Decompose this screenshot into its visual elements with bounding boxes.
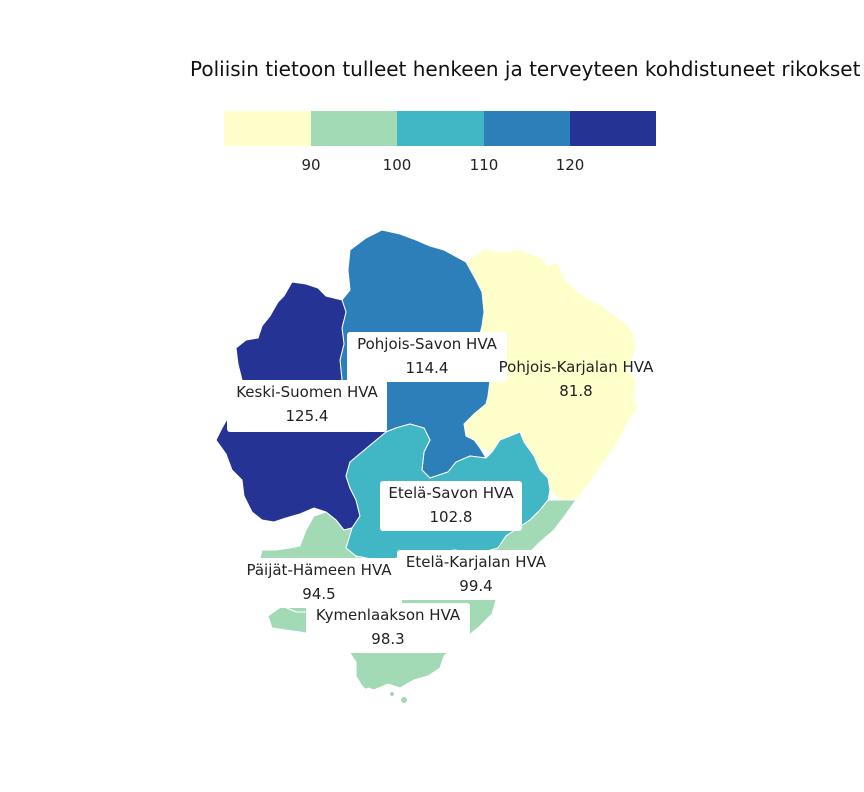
label-kymenlaakso: Kymenlaakson HVA 98.3 [306,603,470,653]
region-name: Kymenlaakson HVA [315,606,461,624]
region-name: Päijät-Hämeen HVA [246,561,392,579]
region-name: Keski-Suomen HVA [236,383,378,401]
label-pohjois-savo: Pohjois-Savon HVA 114.4 [347,332,507,382]
legend-tick-120: 120 [556,156,585,174]
legend-swatch-1 [224,111,311,146]
label-keski-suomi: Keski-Suomen HVA 125.4 [227,380,387,432]
color-legend: 90 100 110 120 [224,111,656,174]
region-name: Pohjois-Karjalan HVA [498,358,654,376]
region-value: 114.4 [405,359,449,377]
legend-tick-100: 100 [383,156,412,174]
legend-tick-90: 90 [301,156,320,174]
region-name: Pohjois-Savon HVA [357,335,497,353]
legend-tick-110: 110 [470,156,499,174]
region-value: 81.8 [559,382,593,400]
region-name: Etelä-Karjalan HVA [405,553,547,571]
region-value: 99.4 [459,577,493,595]
island-shape [401,697,407,703]
region-name: Etelä-Savon HVA [388,484,514,502]
legend-swatch-5 [570,111,656,146]
region-value: 125.4 [285,407,329,425]
label-pohjois-karjala: Pohjois-Karjalan HVA 81.8 [490,355,662,405]
legend-swatch-3 [397,111,484,146]
label-etela-karjala: Etelä-Karjalan HVA 99.4 [397,550,555,600]
legend-swatch-4 [484,111,570,146]
map-title: Poliisin tietoon tulleet henkeen ja terv… [190,57,861,81]
region-value: 94.5 [302,585,336,603]
region-value: 98.3 [371,630,405,648]
label-etela-savo: Etelä-Savon HVA 102.8 [380,481,522,531]
region-value: 102.8 [429,508,473,526]
island-shape [390,692,394,696]
label-paijat-hame: Päijät-Hämeen HVA 94.5 [236,558,402,608]
island-shape [363,683,369,689]
legend-swatch-2 [311,111,397,146]
